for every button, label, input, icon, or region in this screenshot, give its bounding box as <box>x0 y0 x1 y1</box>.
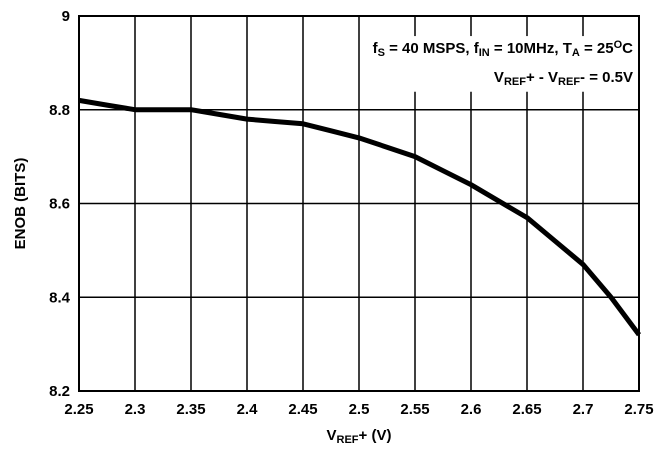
series-layer <box>78 97 642 337</box>
y-tick-label: 9 <box>62 8 70 25</box>
x-tick-label: 2.6 <box>461 401 482 418</box>
enob-series-line <box>78 97 642 337</box>
x-tick-label: 2.45 <box>288 401 317 418</box>
x-tick-label: 2.55 <box>400 401 429 418</box>
x-tick-label: 2.25 <box>64 401 93 418</box>
plot-frame <box>78 15 640 392</box>
x-tick-labels: 2.25 2.3 2.35 2.4 2.45 2.5 2.55 2.6 2.65 2.7 2.75 <box>64 401 653 418</box>
annotation-line-2: VREF+ - VREF- = 0.5V <box>494 69 633 88</box>
y-tick-label: 8.6 <box>49 196 70 213</box>
x-tick-label: 2.5 <box>349 401 370 418</box>
y-axis-title: ENOB (BITS) <box>12 158 29 250</box>
annotation-box: fS = 40 MSPS, fIN = 10MHz, TA = 25OC VREF… <box>366 36 638 92</box>
y-tick-label: 8.2 <box>49 383 70 400</box>
x-tick-label: 2.7 <box>573 401 594 418</box>
y-tick-label: 8.8 <box>49 102 70 119</box>
y-tick-label: 8.4 <box>49 289 71 306</box>
y-tick-labels: 8.2 8.4 8.6 8.8 9 <box>49 8 71 400</box>
x-tick-label: 2.65 <box>512 401 541 418</box>
axis-titles: VREF+ (V) ENOB (BITS) <box>12 158 391 446</box>
x-tick-label: 2.75 <box>624 401 653 418</box>
x-axis-title: VREF+ (V) <box>327 427 392 446</box>
x-tick-label: 2.35 <box>176 401 205 418</box>
annotation-background <box>366 36 638 92</box>
annotation-line-1: fS = 40 MSPS, fIN = 10MHz, TA = 25OC <box>373 39 634 59</box>
x-tick-label: 2.4 <box>237 401 259 418</box>
x-tick-label: 2.3 <box>125 401 146 418</box>
